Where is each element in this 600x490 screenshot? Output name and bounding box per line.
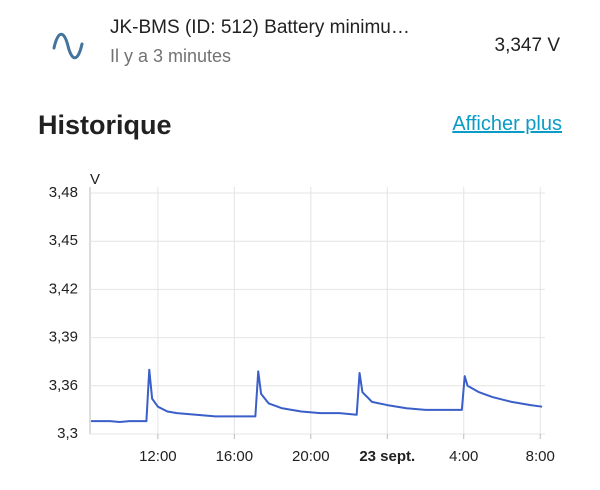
x-tick-label: 16:00 (216, 448, 254, 465)
y-tick-label: 3,39 (49, 329, 78, 346)
x-tick-label: 12:00 (139, 448, 177, 465)
data-line (90, 368, 543, 423)
x-tick-label: 4:00 (449, 448, 478, 465)
entity-title: JK-BMS (ID: 512) Battery minimu… (110, 17, 410, 38)
show-more-link[interactable]: Afficher plus (452, 113, 562, 135)
x-tick-label: 20:00 (292, 448, 330, 465)
x-tick-label: 23 sept. (359, 448, 415, 465)
y-unit: V (90, 171, 100, 188)
y-tick-label: 3,42 (49, 280, 78, 297)
x-tick-label: 8:00 (526, 448, 555, 465)
y-tick-label: 3,48 (49, 184, 78, 201)
last-changed: Il y a 3 minutes (110, 46, 232, 66)
y-tick-label: 3,45 (49, 232, 78, 249)
sine-icon (52, 32, 84, 60)
section-title: Historique (38, 110, 172, 140)
y-tick-label: 3,3 (57, 425, 78, 442)
entity-state: 3,347 V (494, 35, 561, 56)
y-tick-label: 3,36 (49, 377, 78, 394)
